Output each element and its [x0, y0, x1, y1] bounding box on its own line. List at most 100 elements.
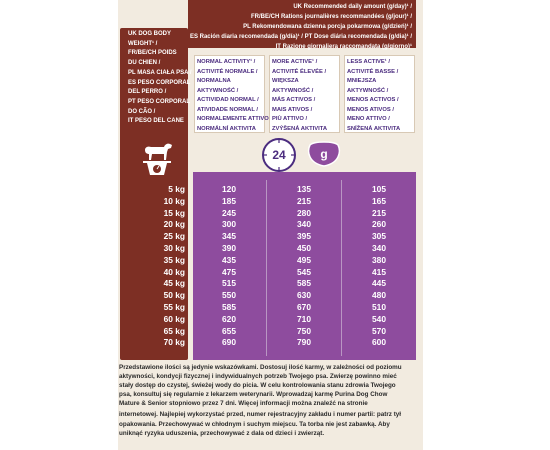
activity-line: MAIS ATIVOS / [272, 106, 313, 113]
weight-header-line: DU CHIEN / [128, 60, 161, 67]
activity-line: ACTIVITÉ NORMALE / [197, 68, 258, 75]
activity-line: MÁS ACTIVOS / [272, 97, 316, 103]
less-activity-amount-cell: 260 [372, 219, 386, 230]
activity-line: ZVÝŠENÁ AKTIVITA [272, 125, 328, 132]
activity-line: ATIVIDADE NORMAL / [197, 106, 258, 113]
table-row: 25 kg 345 395 305 [122, 231, 416, 243]
dog-weight-cell: 25 kg [163, 231, 185, 242]
normal-activity-amount-cell: 475 [222, 266, 236, 277]
header-line: PL Rekomendowana dzienna porcja pokarmow… [243, 24, 412, 30]
activity-line: LESS ACTIVE¹ / [347, 59, 390, 65]
footer-line: psa, konsultuj się regularnie z lekarzem… [119, 391, 388, 399]
weight-header-line: WEIGHT¹ / [128, 40, 158, 47]
header-line: ES Ración diaria recomendada (g/día)¹ / … [189, 34, 412, 40]
less-activity-amount-cell: 445 [372, 278, 386, 289]
activity-line: NORMALEMENTE ATTIVO / [197, 116, 273, 122]
table-row: 10 kg 185 215 165 [122, 196, 416, 208]
more-activity-amount-cell: 750 [297, 325, 311, 336]
normal-activity-amount-cell: 585 [222, 302, 236, 312]
less-active-header: LESS ACTIVE¹ / ACTIVITÉ BASSE / MNIEJSZA… [344, 55, 415, 133]
normal-activity-header: NORMAL ACTIVITY¹ / ACTIVITÉ NORMALE / NO… [194, 55, 273, 133]
table-row: 70 kg 690 790 600 [122, 337, 416, 349]
table-row: 30 kg 390 450 340 [122, 243, 416, 255]
more-activity-amount-cell: 135 [297, 184, 311, 194]
activity-line: MNIEJSZA [347, 78, 377, 84]
dog-weight-cell: 20 kg [163, 219, 185, 230]
table-row: 40 kg 475 545 415 [122, 267, 416, 279]
weight-header-line: PT PESO CORPORAL [128, 98, 191, 105]
more-activity-amount-cell: 280 [297, 207, 311, 218]
activity-line: PIÙ ATTIVO / [272, 116, 308, 122]
weight-header-line: PL MASA CIAŁA PSA / [128, 69, 192, 76]
activity-line: AKTYWNOŚĆ / [197, 87, 239, 94]
more-activity-amount-cell: 790 [297, 337, 311, 348]
dog-weight-cell: 50 kg [163, 290, 185, 301]
feeding-instructions-text: Przedstawione ilości są jedynie wskazówk… [119, 363, 419, 438]
normal-activity-amount-cell: 245 [222, 207, 236, 218]
table-row: 65 kg 655 750 570 [122, 326, 416, 338]
normal-activity-amount-cell: 390 [222, 243, 236, 253]
weight-header-line: ES PESO CORPORAL [128, 79, 191, 86]
dog-weight-cell: 35 kg [163, 254, 185, 265]
footer-line: opakowania. Przechowywać w chłodnym i su… [119, 420, 390, 428]
weight-header-line: UK DOG BODY [128, 31, 172, 37]
normal-activity-amount-cell: 435 [222, 254, 236, 265]
dog-on-scale-icon [143, 143, 172, 175]
footer-line: Mature & Senior stopniowo przez 7 dni. W… [119, 400, 368, 408]
bowl-label: g [320, 147, 327, 161]
normal-activity-amount-cell: 550 [222, 290, 236, 301]
food-bowl-icon: g [307, 141, 341, 167]
activity-line: ACTIVITÉ BASSE / [347, 68, 399, 75]
dog-weight-cell: 60 kg [163, 313, 185, 324]
table-row: 5 kg 120 135 105 [122, 184, 416, 196]
weight-header-line: DO CÃO / [128, 108, 156, 115]
dog-weight-cell: 10 kg [163, 195, 185, 206]
more-activity-amount-cell: 215 [297, 195, 311, 206]
normal-activity-amount-cell: 690 [222, 337, 236, 348]
header-line: FR/BE/CH Rations journalières recommandé… [250, 14, 412, 20]
less-activity-amount-cell: 305 [372, 231, 386, 242]
table-row: 50 kg 550 630 480 [122, 290, 416, 302]
less-activity-amount-cell: 540 [372, 313, 386, 324]
dog-weight-cell: 65 kg [163, 325, 185, 336]
dog-weight-cell: 45 kg [163, 278, 185, 289]
activity-line: MORE ACTIVE¹ / [272, 59, 318, 65]
more-activity-amount-cell: 630 [297, 290, 311, 301]
activity-line: NORMÁLNÍ AKTIVITA [197, 125, 256, 132]
header-line: IT Razione giornaliera raccomandata (g/g… [275, 44, 412, 50]
more-activity-amount-cell: 495 [297, 254, 311, 265]
more-active-header: MORE ACTIVE¹ / ACTIVITÉ ÉLEVÉE / WIĘKSZA… [269, 55, 340, 133]
table-row: 45 kg 515 585 445 [122, 278, 416, 290]
normal-activity-amount-cell: 620 [222, 313, 236, 324]
normal-activity-amount-cell: 120 [222, 184, 236, 194]
more-activity-amount-cell: 585 [297, 278, 311, 289]
dog-weight-cell: 70 kg [163, 337, 185, 348]
activity-line: AKTYWNOŚĆ / [347, 87, 389, 94]
less-activity-amount-cell: 600 [372, 337, 386, 348]
footer-line: internetowej. Najlepiej wykorzystać prze… [119, 411, 402, 419]
table-row: 55 kg 585 670 510 [122, 302, 416, 314]
less-activity-amount-cell: 215 [372, 207, 386, 218]
more-activity-amount-cell: 670 [297, 302, 311, 312]
table-row: 35 kg 435 495 380 [122, 255, 416, 267]
weight-header-line: IT PESO DEL CANE [128, 118, 184, 125]
column-divider [341, 180, 342, 356]
weight-header-line: FR/BE/CH POIDS [128, 50, 177, 57]
recommended-amount-header: UK Recommended daily amount (g/day)¹ / F… [188, 0, 416, 50]
table-row: 60 kg 620 710 540 [122, 314, 416, 326]
normal-activity-amount-cell: 300 [222, 219, 236, 230]
less-activity-amount-cell: 510 [372, 302, 386, 312]
table-row: 20 kg 300 340 260 [122, 219, 416, 231]
weight-column-background [120, 28, 188, 360]
activity-line: MENO ATTIVO / [347, 116, 390, 122]
more-activity-amount-cell: 395 [297, 231, 311, 242]
feeding-amounts-panel [193, 172, 416, 360]
less-activity-amount-cell: 165 [372, 195, 386, 206]
activity-line: NORMAL ACTIVITY¹ / [197, 59, 256, 65]
more-activity-amount-cell: 450 [297, 243, 311, 253]
activity-line: MENOS ACTIVOS / [347, 97, 399, 103]
normal-activity-amount-cell: 185 [222, 195, 236, 206]
normal-activity-amount-cell: 655 [222, 325, 236, 336]
normal-activity-amount-cell: 345 [222, 231, 236, 242]
activity-line: ACTIVIDAD NORMAL / [197, 97, 259, 103]
